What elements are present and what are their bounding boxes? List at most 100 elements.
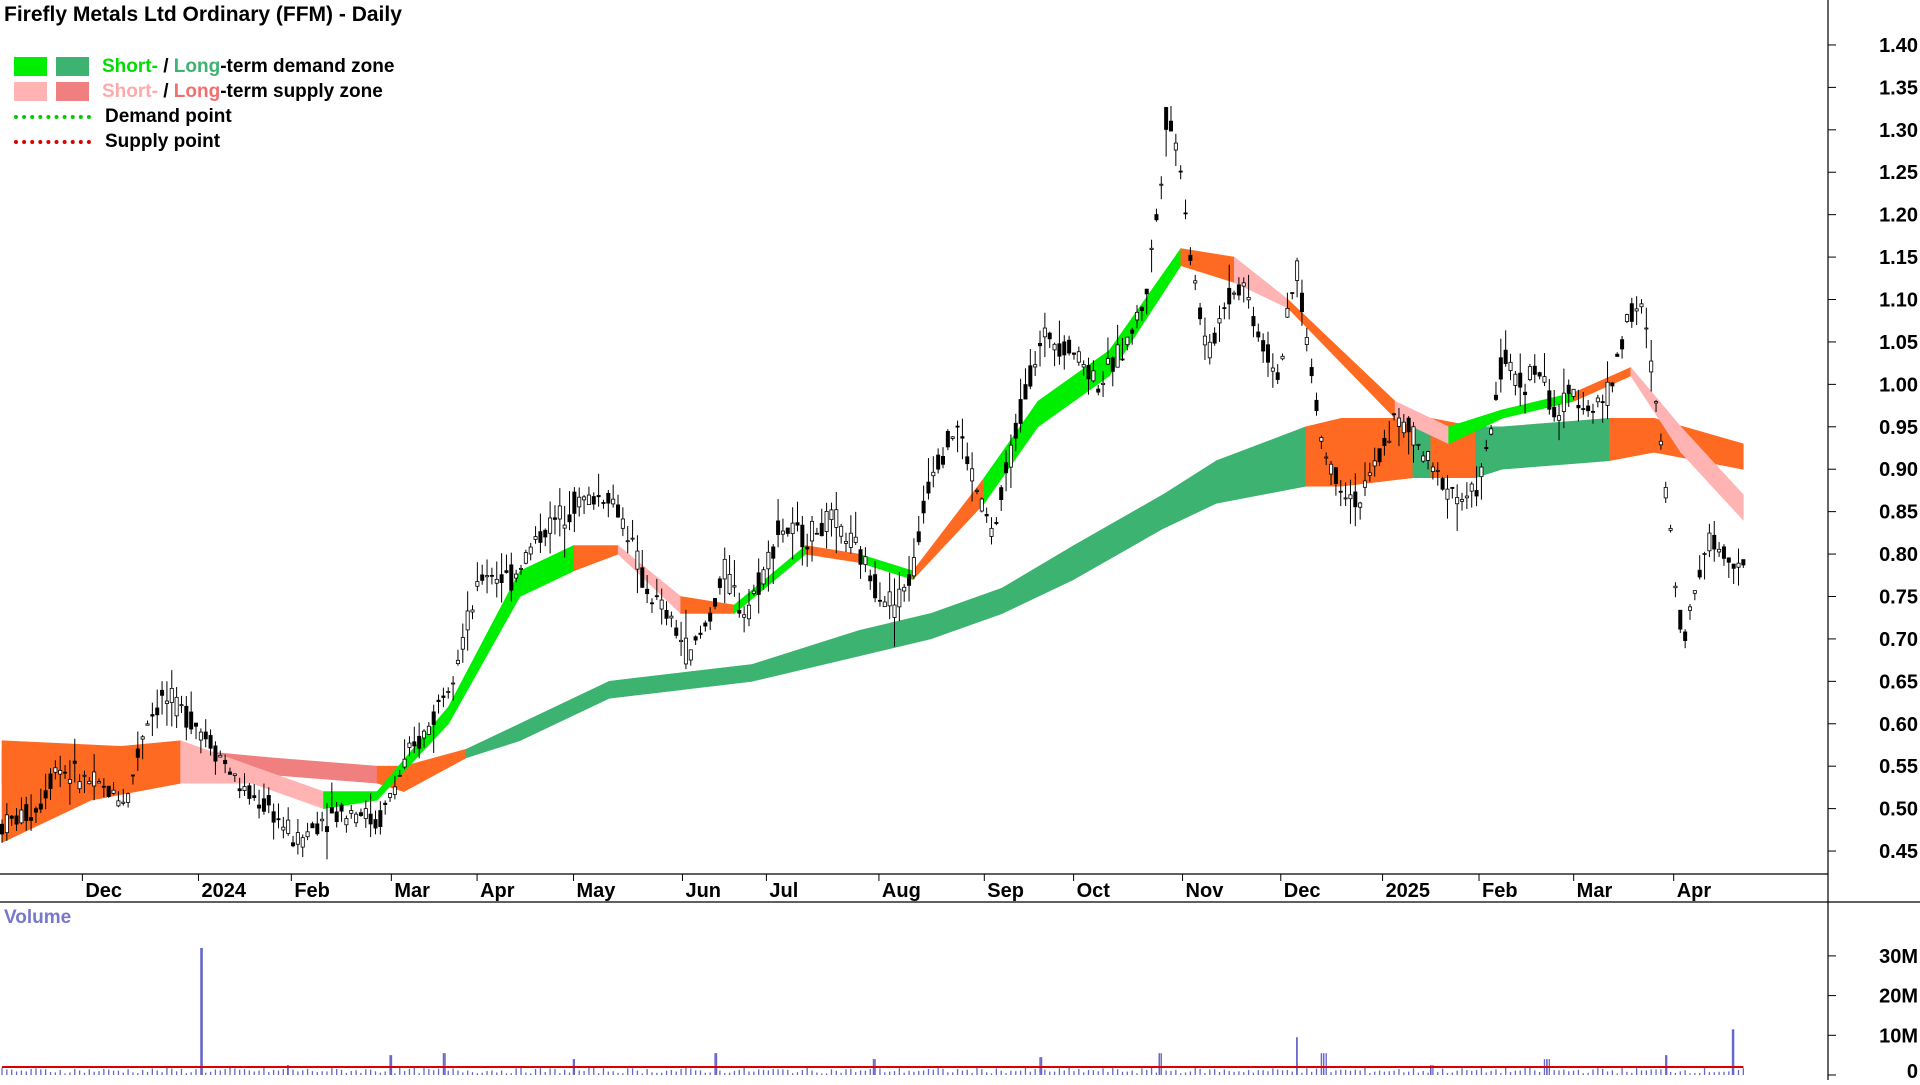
date-tick-label: Aug — [882, 880, 921, 902]
short-zone-segment — [617, 544, 682, 615]
short-zone-segment — [1109, 247, 1182, 377]
candle-body — [843, 541, 848, 544]
legend-supply-point-label: Supply point — [105, 130, 221, 152]
candle-body — [63, 771, 68, 774]
candle-body — [1537, 372, 1542, 377]
price-axis-labels: 1.40 1.35 1.30 1.25 1.20 1.15 1.10 1.05 1.00 0.95… — [1879, 35, 1918, 863]
candle-body — [1411, 426, 1416, 446]
candle-body — [489, 574, 494, 577]
candle-body — [1571, 388, 1576, 397]
candle-body — [271, 811, 276, 823]
candle-body — [92, 771, 97, 787]
long-zone-segment — [1216, 426, 1307, 504]
candle-body — [1741, 559, 1746, 566]
candle-body — [310, 823, 315, 829]
legend-supply-long: Long — [173, 80, 221, 102]
candle-body — [543, 529, 548, 538]
candle-body — [528, 546, 533, 555]
short-zone-segment — [1287, 298, 1396, 420]
date-tick-label: May — [577, 880, 617, 902]
candle-body — [1193, 280, 1198, 284]
price-tick-label: 0.80 — [1879, 544, 1918, 566]
candle-body — [1392, 413, 1397, 416]
candle-body — [72, 760, 77, 764]
candle-body — [586, 494, 591, 506]
candle-body — [562, 524, 567, 529]
candle-body — [708, 612, 713, 622]
candle-body — [504, 570, 509, 573]
candle-body — [169, 687, 174, 703]
candle-body — [213, 745, 218, 762]
candle-body — [756, 572, 761, 595]
long-zone-segment — [608, 672, 682, 699]
short-term-zone-band — [1, 247, 1744, 843]
candle-body — [1008, 444, 1013, 468]
candle-body — [533, 536, 538, 540]
candle-body — [305, 831, 310, 838]
candle-body — [805, 546, 810, 550]
chart-title: Firefly Metals Ltd Ordinary (FFM) - Dail… — [4, 3, 402, 26]
candle-body — [344, 818, 349, 826]
candle-body — [1624, 314, 1629, 322]
candle-body — [611, 498, 616, 505]
candle-body — [373, 819, 378, 829]
date-tick-label: Apr — [480, 880, 515, 902]
candle-body — [630, 537, 635, 540]
candle-body — [87, 780, 92, 785]
candle-body — [1348, 494, 1353, 500]
candle-body — [1120, 358, 1125, 361]
candle-body — [824, 510, 829, 532]
candle-body — [514, 573, 519, 579]
short-zone-segment — [680, 596, 735, 614]
candle-body — [135, 748, 140, 758]
candle-body — [1038, 343, 1043, 347]
candle-body — [111, 789, 116, 794]
candle-body — [810, 520, 815, 542]
candle-body — [223, 759, 228, 765]
long-zone-segment — [1609, 417, 1655, 462]
candle-body — [1280, 355, 1285, 360]
candle-body — [727, 574, 732, 594]
candle-body — [921, 500, 926, 514]
candle-body — [1489, 428, 1494, 435]
candle-body — [1304, 337, 1309, 345]
candle-body — [645, 588, 650, 595]
candle-body — [184, 705, 189, 728]
candle-body — [1406, 417, 1411, 433]
candle-body — [281, 826, 286, 831]
candle-body — [1542, 376, 1547, 383]
candle-body — [911, 557, 916, 577]
supply-point-line — [14, 139, 91, 144]
candle-body — [334, 811, 339, 823]
candle-body — [1721, 546, 1726, 559]
candle-body — [392, 786, 397, 795]
candle-body — [882, 601, 887, 608]
candle-body — [116, 800, 121, 807]
candle-body — [358, 812, 363, 816]
candle-body — [970, 468, 975, 482]
candle-body — [1324, 456, 1329, 459]
candle-body — [1726, 557, 1731, 563]
candle-body — [266, 795, 271, 806]
candle-body — [247, 785, 252, 799]
candle-body — [1639, 303, 1644, 308]
date-tick-label: Jun — [685, 880, 721, 902]
candle-body — [1052, 343, 1057, 351]
legend-demand-long: Long — [173, 55, 221, 77]
candle-body — [0, 823, 4, 835]
candle-body — [1644, 327, 1649, 330]
candle-body — [1309, 367, 1314, 377]
candle-body — [732, 585, 737, 588]
price-tick-label: 1.30 — [1879, 120, 1918, 142]
candle-body — [1493, 394, 1498, 400]
candle-body — [1503, 349, 1508, 364]
candle-body — [722, 558, 727, 580]
candle-body — [378, 810, 383, 827]
date-tick-label: Oct — [1077, 880, 1111, 902]
candle-body — [1450, 487, 1455, 489]
candle-body — [1353, 491, 1358, 508]
candle-body — [164, 700, 169, 704]
candle-body — [1586, 405, 1591, 412]
price-tick-label: 0.95 — [1879, 417, 1918, 439]
legend-demand-point: Demand point — [14, 104, 394, 129]
